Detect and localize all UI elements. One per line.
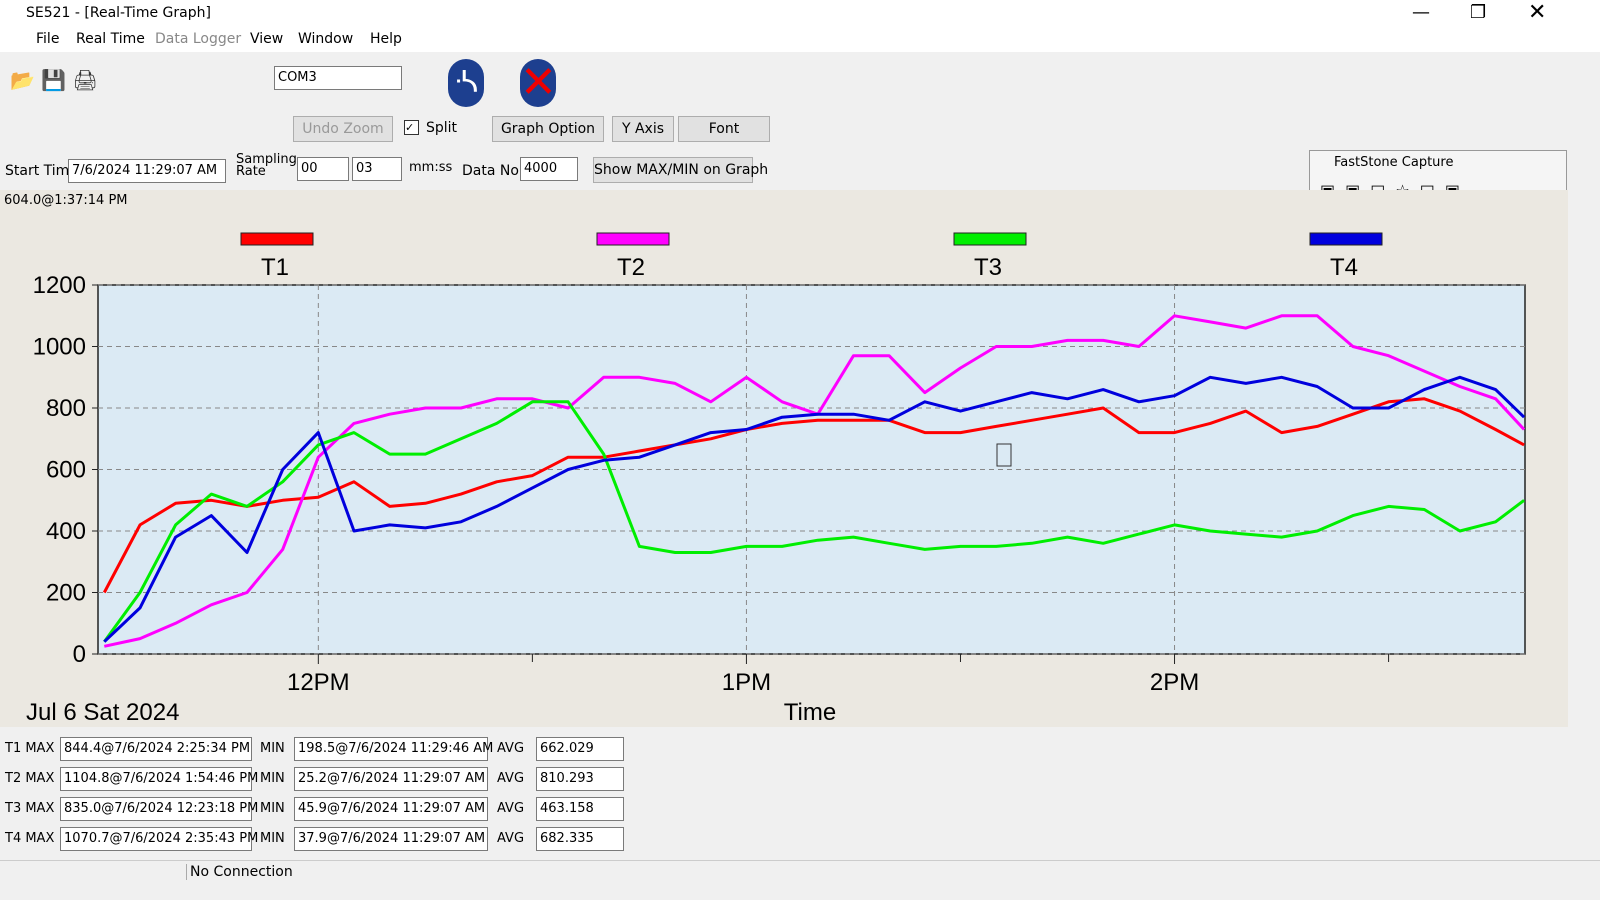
button-row: Undo Zoom Split ✓ Graph Option Y Axis Font <box>0 114 1600 146</box>
max-value: 835.0@7/6/2024 12:23:18 PM <box>60 797 258 821</box>
status-bar: No Connection <box>0 860 1600 883</box>
series-line <box>102 397 1525 594</box>
avg-label: AVG <box>497 831 525 846</box>
close[interactable]: ✕ <box>1528 0 1547 25</box>
x-axis-label: Time <box>784 699 836 726</box>
rate-label: Sampling Rate <box>236 152 297 179</box>
minimize[interactable]: — <box>1412 2 1430 23</box>
start-label: Start Time <box>5 163 78 179</box>
row-label: T3 MAX <box>5 801 55 816</box>
avg-value: 662.029 <box>536 737 624 761</box>
min-value: 198.5@7/6/2024 11:29:46 AM <box>294 737 493 761</box>
series-line <box>103 375 1526 643</box>
avg-label: AVG <box>497 801 525 816</box>
min-label: MIN <box>260 741 285 756</box>
restore[interactable]: ❐ <box>1470 2 1487 23</box>
avg-label: AVG <box>497 771 525 786</box>
series-line <box>103 400 1526 643</box>
legend-swatch <box>240 232 314 246</box>
min-value: 37.9@7/6/2024 11:29:07 AM <box>294 827 488 851</box>
menu-item[interactable]: Help <box>370 31 402 47</box>
x-tick-label: 2PM <box>1150 669 1199 696</box>
menu-bar: File Real Time Data Logger View Window Help <box>0 28 1600 52</box>
min-value: 25.2@7/6/2024 11:29:07 AM <box>294 767 488 791</box>
min-label: MIN <box>260 801 285 816</box>
menu-item[interactable]: Real Time <box>76 31 145 47</box>
menu-item[interactable]: File <box>36 31 60 47</box>
count-label: Data No. <box>462 163 524 179</box>
legend-swatch <box>1309 232 1383 246</box>
min-value: 45.9@7/6/2024 11:29:07 AM <box>294 797 488 821</box>
y-tick-label: 800 <box>46 395 86 422</box>
window-title: SE521 - [Real-Time Graph] <box>26 5 211 21</box>
legend-label: T1 <box>261 254 289 281</box>
bluetooth-on[interactable]: ᔀ <box>448 59 484 107</box>
legend-swatch <box>596 232 670 246</box>
cursor-readout: 604.0@1:37:14 PM <box>4 193 128 208</box>
avg-value: 463.158 <box>536 797 624 821</box>
rate-min[interactable]: 00 <box>297 157 349 181</box>
checkbox[interactable]: ✓ <box>404 120 419 135</box>
settings-row: Start Time 7/6/2024 11:29:07 AM Sampling… <box>0 152 1310 188</box>
toolbar-button[interactable]: Undo Zoom <box>293 116 393 142</box>
legend-swatch <box>953 232 1027 246</box>
legend-label: T4 <box>1330 254 1358 281</box>
toolbar-button[interactable]: Y Axis <box>612 116 674 142</box>
menu-item[interactable]: View <box>250 31 284 47</box>
toolbar-button[interactable]: Font <box>678 116 770 142</box>
avg-value: 810.293 <box>536 767 624 791</box>
x-tick-label: 12PM <box>287 669 350 696</box>
x-tick-label: 1PM <box>722 669 771 696</box>
toolbar: 📂 💾 🖨 COM3 ᔀ ✕ <box>0 54 1600 110</box>
row-label: T2 MAX <box>5 771 55 786</box>
y-tick-label: 400 <box>46 518 86 545</box>
avg-label: AVG <box>497 741 525 756</box>
row-label: T1 MAX <box>5 741 55 756</box>
status-text: No Connection <box>186 864 293 880</box>
capture-title: FastStone Capture <box>1334 155 1454 170</box>
port-select[interactable]: COM3 <box>274 66 402 90</box>
rate-sec[interactable]: 03 <box>352 157 402 181</box>
min-label: MIN <box>260 831 285 846</box>
toolbar-button[interactable]: Graph Option <box>492 116 604 142</box>
title-bar: SE521 - [Real-Time Graph] — ❐ ✕ <box>0 0 1600 28</box>
rate-unit: mm:ss <box>409 160 453 175</box>
legend-label: T2 <box>617 254 645 281</box>
count-value[interactable]: 4000 <box>520 157 578 181</box>
y-tick-label: 1000 <box>33 334 86 361</box>
max-value: 844.4@7/6/2024 2:25:34 PM <box>60 737 252 761</box>
show-maxmin[interactable]: Show MAX/MIN on Graph <box>593 157 768 183</box>
min-label: MIN <box>260 771 285 786</box>
menu-item[interactable]: Data Logger <box>155 31 242 47</box>
row-label: T4 MAX <box>5 831 55 846</box>
max-value: 1104.8@7/6/2024 1:54:46 PM <box>60 767 258 791</box>
date-label: Jul 6 Sat 2024 <box>26 699 179 726</box>
cursor-marker <box>996 443 1012 467</box>
toolbar-button[interactable]: Split ✓ <box>404 120 458 136</box>
stats-table: T1 MAX 844.4@7/6/2024 2:25:34 PM MIN 198.5@… <box>0 734 640 856</box>
y-tick-label: 200 <box>46 580 86 607</box>
avg-value: 682.335 <box>536 827 624 851</box>
toolbar-icons[interactable]: 📂 💾 🖨 <box>10 68 98 92</box>
chart: 0 200 400 600 800 1000 1200 12PM 1PM 2PM Jul 6 Sat… <box>0 190 1568 727</box>
menu-item[interactable]: Window <box>298 31 354 47</box>
y-tick-label: 1200 <box>33 272 86 299</box>
start-value[interactable]: 7/6/2024 11:29:07 AM <box>68 159 226 183</box>
bluetooth-off[interactable]: ✕ <box>520 57 557 108</box>
y-tick-label: 0 <box>73 641 86 668</box>
max-value: 1070.7@7/6/2024 2:35:43 PM <box>60 827 258 851</box>
legend-label: T3 <box>974 254 1002 281</box>
y-tick-label: 600 <box>46 457 86 484</box>
